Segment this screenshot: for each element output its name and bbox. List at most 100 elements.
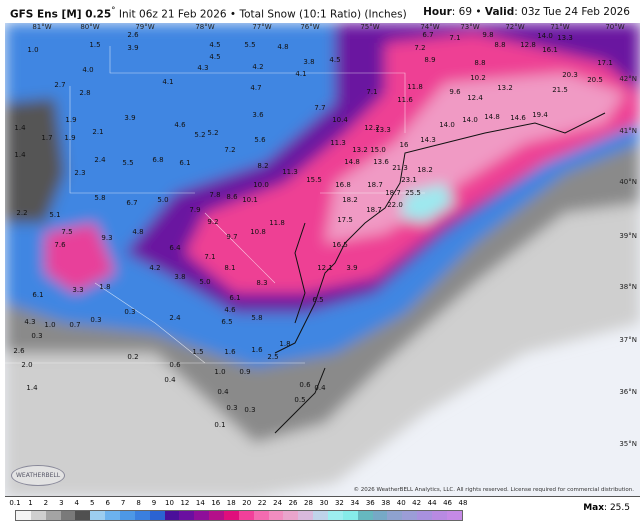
legend-swatch: [16, 511, 31, 520]
snow-value: 4.8: [132, 228, 144, 236]
snow-value: 1.4: [26, 384, 38, 392]
snow-value: 0.2: [127, 353, 139, 361]
legend-tick: 48: [458, 499, 468, 507]
legend-swatch: [209, 511, 225, 520]
legend-swatch: [432, 511, 447, 520]
legend-swatch: [372, 511, 388, 520]
snow-value: 8.1: [224, 264, 236, 272]
color-legend: 0.1 1 2 3 4 5 6 7 8 9 10 12 14 16 18 20 22 24 26 28 30 32 34 36…: [9, 499, 467, 525]
snow-value: 7.6: [54, 241, 66, 249]
max-value: Max: 25.5: [583, 503, 630, 513]
valid-label: Valid: [484, 6, 515, 18]
snow-value: 3.8: [303, 58, 315, 66]
longitude-label: 76°W: [300, 23, 320, 31]
legend-color-bar: [15, 510, 463, 521]
snow-value: 1.9: [64, 134, 76, 142]
snow-value: 1.8: [99, 283, 111, 291]
snow-value: 10.4: [332, 116, 348, 124]
legend-swatch: [224, 511, 239, 520]
latitude-label: 35°N: [619, 440, 637, 448]
snow-value: 16: [399, 141, 409, 149]
snow-value: 2.3: [74, 169, 86, 177]
snow-value: 4.1: [162, 78, 174, 86]
snow-value: 18.7: [367, 181, 383, 189]
snow-value: 23.1: [401, 176, 417, 184]
legend-tick: 34: [350, 499, 360, 507]
legend-swatch: [105, 511, 121, 520]
latitude-label: 41°N: [619, 127, 637, 135]
legend-tick: 12: [180, 499, 190, 507]
snow-field: [5, 23, 640, 496]
legend-swatch: [120, 511, 135, 520]
snow-value: 0.7: [69, 321, 81, 329]
longitude-label: 75°W: [360, 23, 380, 31]
snow-value: 3.3: [72, 286, 84, 294]
snow-value: 5.5: [122, 159, 134, 167]
snow-value: 0.9: [239, 368, 251, 376]
legend-swatch: [417, 511, 433, 520]
snow-value: 5.0: [199, 278, 211, 286]
legend-tick: 32: [334, 499, 344, 507]
snow-value: 0.6: [169, 361, 181, 369]
snow-band-light-pink: [325, 73, 625, 243]
snow-value: 13.2: [352, 146, 368, 154]
snow-value: 14.0: [439, 121, 455, 129]
snow-value: 7.1: [366, 88, 378, 96]
valid-time: 03z Tue 24 Feb 2026: [521, 6, 630, 18]
snow-value: 9.2: [207, 218, 219, 226]
snow-value: 16.8: [335, 181, 351, 189]
snow-value: 6.8: [152, 156, 164, 164]
snow-value: 4.7: [250, 84, 262, 92]
snow-value: 9.6: [449, 88, 461, 96]
header: GFS Ens [M] 0.25° Init 06z 21 Feb 2026 •…: [0, 0, 640, 22]
longitude-label: 80°W: [80, 23, 100, 31]
snow-value: 8.6: [226, 193, 238, 201]
snow-value: 17.5: [337, 216, 353, 224]
snow-value: 8.3: [256, 279, 268, 287]
snow-value: 11.3: [282, 168, 298, 176]
snow-value: 9.8: [482, 31, 494, 39]
snow-value: 17.1: [597, 59, 613, 67]
snow-value: 7.1: [204, 253, 216, 261]
snow-value: 9.3: [101, 234, 113, 242]
snow-value: 0.4: [314, 384, 326, 392]
snow-value: 0.3: [90, 316, 102, 324]
snow-value: 14.0: [462, 116, 478, 124]
snow-value: 1.8: [279, 340, 291, 348]
legend-tick: 3: [59, 499, 64, 507]
snow-value: 2.6: [13, 347, 25, 355]
legend-swatch: [90, 511, 106, 520]
legend-swatch: [30, 511, 46, 520]
snow-value: 18.2: [417, 166, 433, 174]
legend-tick: 8: [136, 499, 141, 507]
snow-value: 2.8: [79, 89, 91, 97]
legend-tick: 10: [165, 499, 174, 507]
latitude-label: 42°N: [619, 75, 637, 83]
snow-value: 7.8: [209, 191, 221, 199]
snow-value: 15.5: [306, 176, 322, 184]
snow-value: 8.8: [494, 41, 506, 49]
snow-value: 11.3: [330, 139, 346, 147]
snow-value: 6.4: [169, 244, 181, 252]
snow-value: 1.5: [89, 41, 101, 49]
snow-value: 4.0: [82, 66, 94, 74]
max-number: 25.5: [609, 503, 630, 513]
snow-value: 8.9: [424, 56, 436, 64]
snow-value: 5.1: [49, 211, 61, 219]
weatherbell-logo: WEATHERBELL: [11, 465, 66, 486]
snow-value: 7.7: [314, 104, 326, 112]
snow-value: 19.4: [532, 111, 548, 119]
latitude-label: 37°N: [619, 336, 637, 344]
legend-swatch: [298, 511, 314, 520]
snow-value: 1.6: [251, 346, 263, 354]
snow-value: 1.4: [14, 151, 26, 159]
degree: °: [111, 6, 116, 16]
snow-value: 11.6: [397, 96, 413, 104]
snow-value: 1.9: [65, 116, 77, 124]
legend-swatch: [402, 511, 418, 520]
snow-value: 1.0: [27, 46, 39, 54]
snow-value: 5.2: [194, 131, 206, 139]
legend-tick: 18: [226, 499, 236, 507]
snow-value: 14.8: [344, 158, 360, 166]
snow-value: 5.8: [251, 314, 263, 322]
